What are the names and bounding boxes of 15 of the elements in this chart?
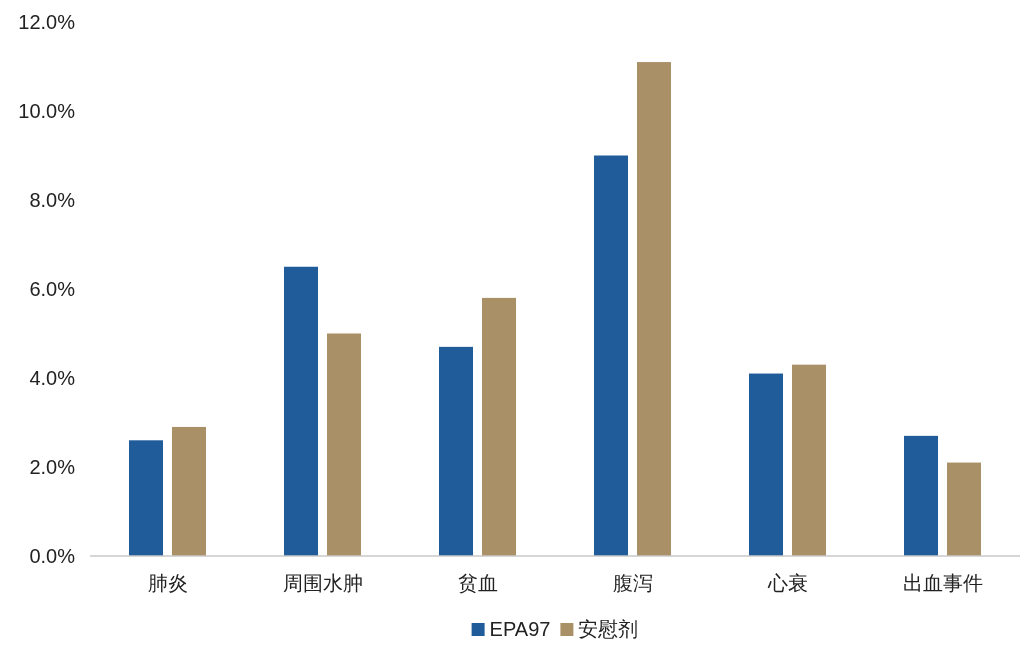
x-tick-label: 贫血 [457,572,498,594]
x-tick-label: 腹泻 [612,572,653,594]
x-tick-label: 周围水肿 [282,572,363,594]
y-tick-label: 4.0% [29,367,76,389]
y-tick-label: 0.0% [29,545,76,567]
y-tick-label: 12.0% [18,11,76,33]
x-tick-label: 肺炎 [147,572,188,594]
legend-label: EPA97 [489,618,551,640]
x-tick-label: 心衰 [766,572,808,594]
legend-label: 安慰剂 [578,618,639,640]
x-tick-label: 出血事件 [902,572,983,594]
y-tick-label: 8.0% [29,189,76,211]
y-tick-label: 2.0% [29,456,76,478]
y-tick-label: 6.0% [29,278,76,300]
y-tick-label: 10.0% [18,100,76,122]
